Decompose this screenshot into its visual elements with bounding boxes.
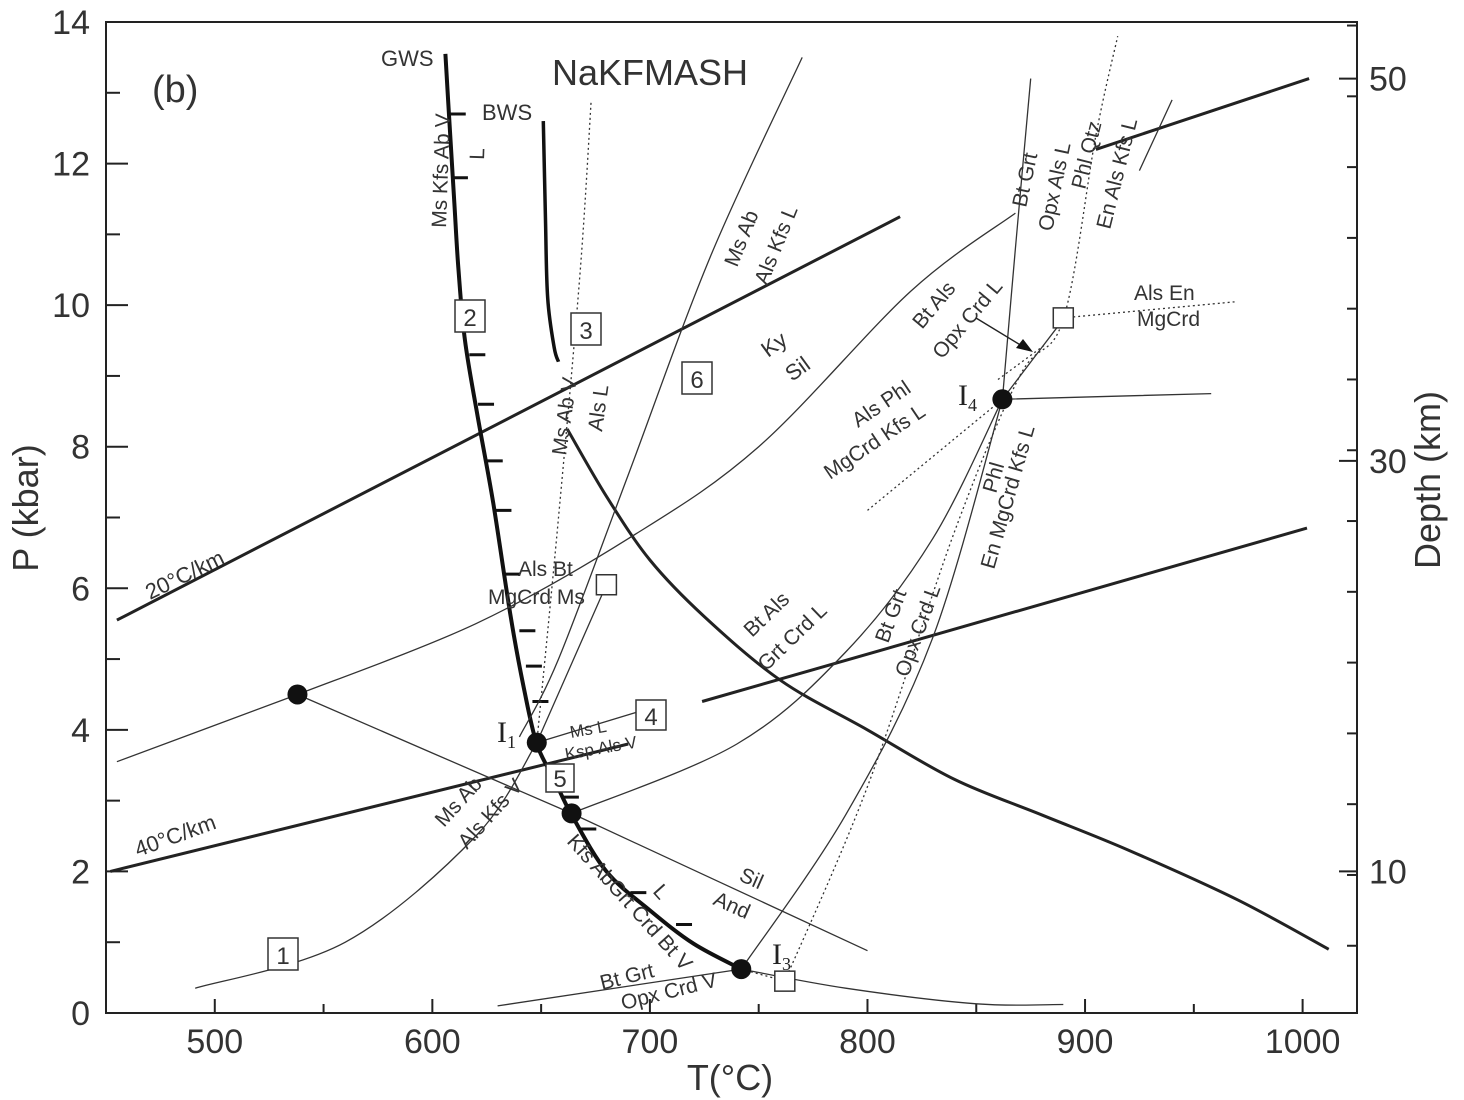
reaction-ms-ab-als-kfs-v — [195, 742, 538, 989]
x-tick-label: 600 — [404, 1023, 461, 1061]
label-sil: Sil — [780, 351, 814, 386]
svg-text:3: 3 — [579, 318, 592, 345]
y-tick-label: 0 — [71, 995, 90, 1033]
label-20ckm: 20°C/km — [141, 545, 228, 605]
invariant-point — [526, 732, 547, 753]
label-gws: GWS — [381, 46, 434, 71]
label-bws: BWS — [482, 100, 532, 125]
invariant-point — [287, 684, 308, 705]
x-tick-label: 700 — [622, 1023, 679, 1061]
label-and: And — [710, 888, 753, 924]
boxed-label-1: 1 — [267, 937, 299, 971]
label-mgcrd: MgCrd — [1137, 308, 1200, 331]
y-tick-label: 14 — [52, 4, 90, 42]
geotherm-line — [110, 742, 629, 873]
reaction-als-bt-mgcrd-ms — [536, 584, 607, 743]
y-tick-label: 2 — [71, 853, 90, 891]
label-bt-grt-top: Bt Grt — [1008, 150, 1042, 209]
label-en-mgcrd-kfs-l: En MgCrd Kfs L — [977, 423, 1040, 572]
boxed-label-4: 4 — [635, 699, 667, 731]
label-kfs-abgrt: Kfs AbGrt Crd Bt V — [562, 830, 696, 975]
y-tick-label: 10 — [52, 287, 90, 325]
label-i1: I1 — [497, 716, 516, 752]
label-sil-low: Sil — [736, 864, 767, 895]
invariant-point — [561, 803, 582, 824]
reaction-dotted-als-en — [1063, 300, 1238, 319]
svg-text:4: 4 — [644, 704, 657, 731]
x-tick-label: 800 — [839, 1023, 896, 1061]
open-square-marker — [595, 573, 618, 596]
boxed-label-6: 6 — [681, 361, 713, 395]
reaction-sil-and-upper — [297, 693, 572, 814]
y-axis-label: P (kbar) — [5, 444, 46, 571]
open-square-marker — [1052, 307, 1075, 329]
reaction-short-en-als — [1138, 99, 1173, 171]
geotherm-line — [701, 526, 1308, 703]
right-tick-label: 30 — [1369, 443, 1407, 481]
reaction-dotted-short — [997, 343, 1047, 381]
reaction-dotted-phl — [784, 36, 1119, 982]
panel-label: (b) — [152, 69, 198, 111]
y-tick-label: 12 — [52, 146, 90, 184]
label-als-en: Als En — [1134, 282, 1195, 305]
geotherm-line — [1095, 77, 1310, 151]
reaction-bt-grt-opx-crd-l — [740, 399, 1004, 970]
reaction-ky-sil — [297, 212, 1016, 696]
y-tick-label: 4 — [71, 712, 90, 750]
reaction-bt-als-grt-crd-l — [571, 399, 1003, 814]
invariant-point — [992, 389, 1013, 410]
invariant-point — [731, 959, 752, 980]
x-tick-label: 900 — [1057, 1023, 1114, 1061]
right-axis-label: Depth (km) — [1407, 391, 1448, 569]
reaction-ms-ab-als-kfs-l — [518, 57, 803, 738]
reaction-bt-grt-opx-crd-v — [497, 968, 742, 1007]
reaction-sil-and — [571, 812, 868, 952]
y-tick-label: 8 — [71, 429, 90, 467]
x-tick-label: 500 — [186, 1023, 243, 1061]
right-tick-label: 50 — [1369, 61, 1407, 99]
svg-text:1: 1 — [276, 943, 289, 970]
open-square-marker — [774, 970, 796, 992]
x-tick-label: 1000 — [1265, 1023, 1341, 1061]
reaction-i4-upper — [1001, 318, 1064, 400]
label-40ckm: 40°C/km — [131, 809, 219, 861]
ms-ab-v-solidus-line — [565, 428, 1330, 951]
svg-text:5: 5 — [553, 766, 566, 793]
reaction-bt-grt-opx-als-l — [1001, 78, 1032, 400]
plot-frame — [105, 21, 1358, 1014]
y-tick-label: 6 — [71, 570, 90, 608]
reaction-i4-right — [1002, 392, 1212, 400]
label-ky: Ky — [756, 327, 791, 362]
boxed-label-2: 2 — [454, 299, 486, 333]
svg-text:2: 2 — [463, 305, 476, 332]
reaction-dotted-3 — [536, 99, 592, 743]
gws-solidus-line — [443, 53, 743, 971]
chart-title: NaKFMASH — [552, 52, 748, 93]
reaction-low-left — [116, 693, 298, 763]
svg-text:6: 6 — [690, 367, 703, 394]
boxed-label-3: 3 — [570, 312, 602, 346]
x-axis-label: T(°C) — [687, 1057, 773, 1098]
label-i4: I4 — [958, 379, 977, 415]
label-als-l: Als L — [584, 383, 613, 432]
label-l-gws: L — [466, 148, 489, 160]
label-als-bt: Als Bt — [518, 558, 573, 581]
reaction-dotted-als-phl — [867, 398, 1003, 511]
label-mgcrd-ms: MgCrd Ms — [488, 586, 585, 609]
boxed-label-5: 5 — [545, 763, 575, 793]
label-ms-kfs-ab-v: Ms Kfs Ab V — [428, 113, 455, 228]
label-l-low: L — [648, 880, 673, 904]
label-i3: I3 — [772, 938, 791, 974]
bws-solidus-line — [541, 121, 561, 363]
geotherm-line — [116, 215, 901, 622]
right-tick-label: 10 — [1369, 853, 1407, 891]
reaction-arrow — [975, 317, 1033, 352]
